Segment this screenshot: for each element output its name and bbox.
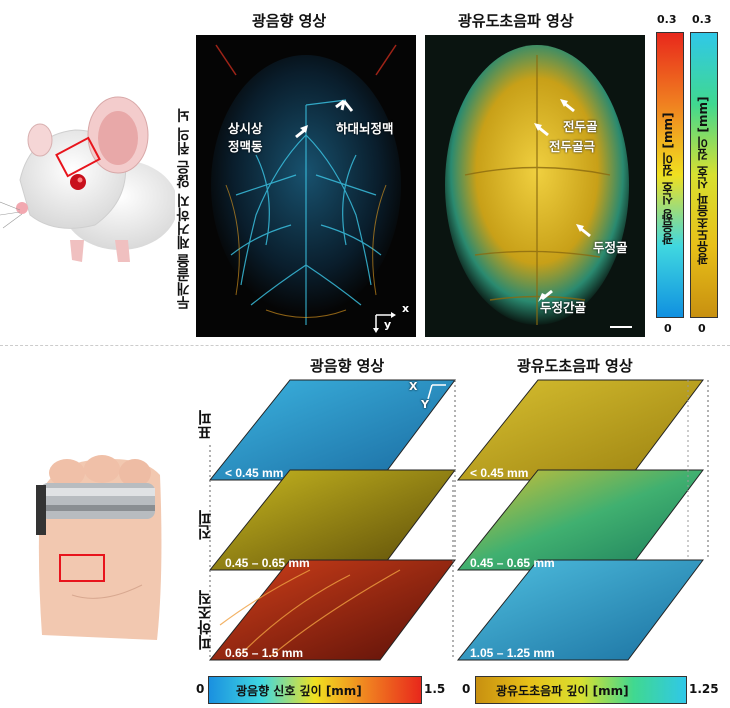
annotation-frontal-suture: 전두골극 [549,139,596,154]
us-arrows [534,99,591,302]
pa-stack-axis-y: Y [421,398,429,411]
bar-pa-min: 0 [196,682,205,696]
bar-pa [208,676,422,704]
pa-depth-3: 0.65 – 1.5 mm [225,646,304,660]
annotation-frontal: 전두골 [563,119,598,134]
us-depth-2: 0.45 – 0.65 mm [470,556,555,570]
bar-us-max: 1.25 [689,682,719,696]
annotation-parietal: 두정골 [593,240,628,255]
mouse-illustration [0,96,175,262]
pa-axis-y-label: y [384,318,392,331]
cb-red-min: 0 [664,322,672,335]
bar-pa-max: 1.5 [424,682,446,696]
annotation-interparietal: 두정간골 [540,300,587,315]
annotation-sss-line2: 정맥동 [228,139,263,154]
us-layer-stack [452,379,709,661]
mouse-brain-side-label: 두개골을 제거하지 않은 쥐의 뇌 [176,108,192,311]
bar-pa-label: 광음향 신호 깊이 [mm] [236,684,362,698]
colorbar-red [656,32,684,318]
imaging-region-marker [55,136,101,178]
hand-imaging-region-marker [59,554,105,582]
pa-depth-2: 0.45 – 0.65 mm [225,556,310,570]
annotation-sss-line1: 상시상 [228,121,263,136]
pa-stack-axis-x: X [409,380,418,393]
top-us-title: 광유도초음파 영상 [458,12,574,30]
pa-layer-stack [208,379,456,661]
us-brain-image [425,35,645,337]
pa-axis-x-label: x [402,302,410,315]
top-pa-title: 광음향 영상 [252,12,327,30]
pa-depth-1: < 0.45 mm [225,466,284,480]
bar-us-label: 광유도초음파 깊이 [mm] [496,684,629,698]
section-divider [0,345,730,346]
bar-us-min: 0 [462,682,471,696]
colorbar-yellow [690,32,718,318]
us-depth-3: 1.05 – 1.25 mm [470,646,555,660]
bar-us [475,676,687,704]
cb-red-label: 광음향 신호 깊이 [mm] [661,112,675,245]
cb-red-max: 0.3 [657,13,677,26]
hand-illustration [32,455,164,645]
annotation-ica: 하대뇌정맥 [336,121,394,136]
pa-brain-image [196,35,416,337]
cb-yellow-min: 0 [698,322,706,335]
us-depth-1: < 0.45 mm [470,466,529,480]
bottom-us-title: 광유도초음파 영상 [517,357,633,375]
cb-yellow-max: 0.3 [692,13,712,26]
pa-arrows [295,99,354,139]
cb-yellow-label: 광유도초음파 신호 깊이 [mm] [696,96,710,265]
bottom-pa-title: 광음향 영상 [310,357,385,375]
